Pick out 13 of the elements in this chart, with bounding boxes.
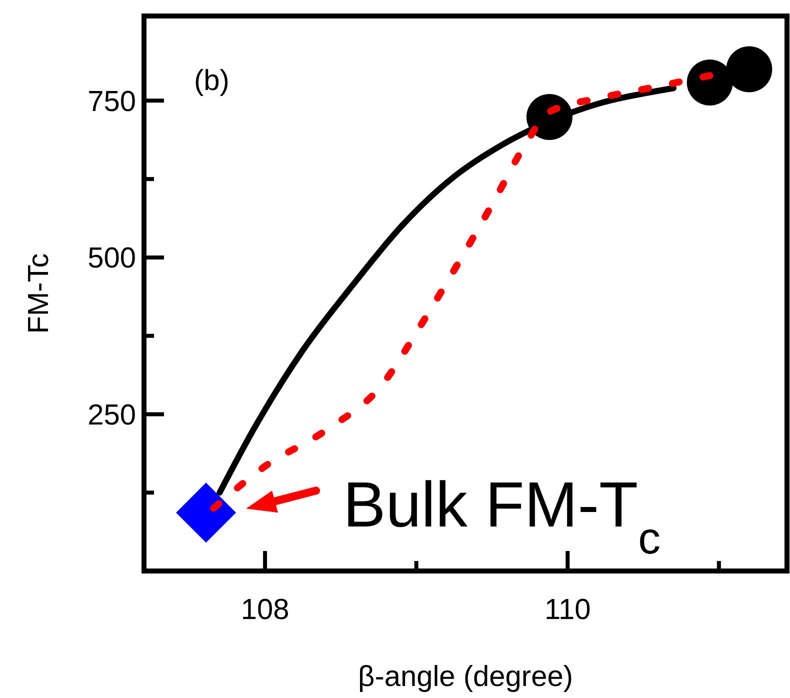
annotation: (b) — [194, 65, 230, 97]
point — [526, 94, 572, 140]
point — [726, 46, 772, 92]
y-tick-label: 750 — [88, 86, 136, 118]
x-axis-title: β-angle (degree) — [358, 661, 573, 693]
y-tick-label: 250 — [88, 399, 136, 432]
point — [176, 482, 236, 543]
point — [686, 59, 733, 106]
x-tick-label: 110 — [544, 594, 591, 626]
annotation: Bulk FM-T$_{c}$ — [343, 468, 661, 564]
y-tick-label: 500 — [88, 242, 136, 275]
y-axis-title: FM-Tc — [23, 253, 55, 334]
x-tick-label: 108 — [240, 594, 290, 626]
